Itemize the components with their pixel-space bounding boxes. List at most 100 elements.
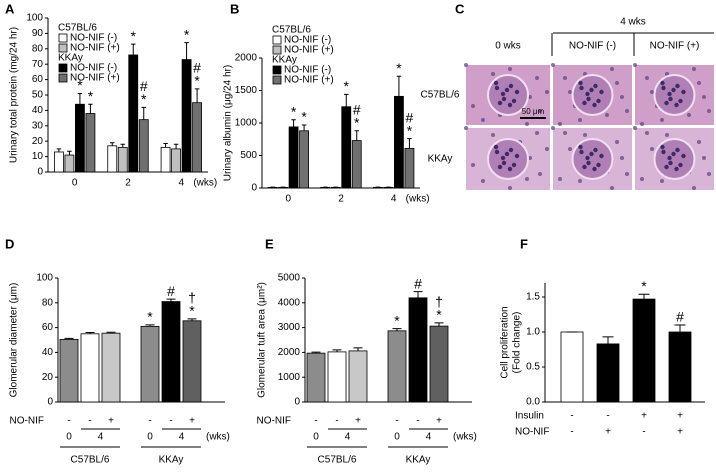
error-bar bbox=[187, 318, 197, 321]
nucleus bbox=[582, 100, 587, 106]
nucleus bbox=[707, 172, 711, 176]
bar bbox=[288, 126, 299, 189]
nucleus bbox=[579, 85, 584, 91]
treatment-label: + bbox=[108, 416, 114, 427]
nucleus bbox=[596, 98, 601, 104]
nucleus bbox=[675, 147, 680, 153]
significance-mark: * bbox=[184, 26, 190, 42]
nucleus bbox=[501, 160, 507, 166]
y-axis-label: Urinary albumin (μg/24 hr) bbox=[223, 65, 234, 181]
legend-swatch bbox=[58, 73, 68, 83]
nucleus bbox=[681, 89, 686, 95]
micrograph bbox=[551, 63, 632, 126]
significance-mark: * bbox=[301, 109, 307, 125]
error-bar bbox=[354, 130, 359, 141]
nucleus bbox=[508, 186, 512, 190]
nucleus bbox=[707, 109, 711, 113]
nucleus bbox=[551, 126, 555, 130]
nucleus bbox=[605, 113, 609, 117]
nucleus bbox=[592, 102, 597, 108]
nucleus bbox=[678, 98, 683, 104]
nucleus bbox=[493, 80, 499, 86]
significance-mark: * bbox=[354, 115, 360, 131]
nucleus bbox=[660, 179, 664, 183]
nucleus bbox=[578, 80, 583, 86]
treatment-label: + bbox=[605, 427, 611, 438]
nucleus bbox=[508, 67, 512, 71]
y-axis-label: (Fold change) bbox=[512, 312, 523, 374]
significance-mark: * bbox=[131, 28, 137, 44]
nucleus bbox=[661, 85, 666, 91]
error-bar bbox=[396, 75, 402, 97]
legend-swatch bbox=[272, 35, 282, 45]
treatment-label: + bbox=[677, 411, 683, 422]
y-tick-label: 0.5 bbox=[526, 362, 540, 373]
error-bar bbox=[64, 337, 74, 340]
nucleus bbox=[578, 179, 582, 183]
bar bbox=[299, 130, 309, 189]
nucleus bbox=[481, 118, 485, 122]
y-tick-label: 500 bbox=[240, 150, 257, 161]
nucleus bbox=[538, 109, 542, 113]
nucleus bbox=[491, 72, 495, 76]
treatment-label: + bbox=[189, 416, 195, 427]
significance-mark: * bbox=[189, 303, 195, 319]
row-label: Insulin bbox=[515, 411, 544, 422]
row-label: NO-NIF bbox=[515, 427, 549, 438]
bar bbox=[394, 95, 404, 189]
nucleus bbox=[545, 147, 549, 151]
nucleus bbox=[674, 102, 679, 108]
error-bar bbox=[291, 119, 296, 127]
y-tick-label: 5000 bbox=[278, 273, 301, 284]
legend-swatch bbox=[58, 63, 68, 73]
treatment-label: - bbox=[606, 411, 609, 422]
nucleus bbox=[514, 89, 520, 95]
significance-mark: * bbox=[194, 73, 200, 89]
micrograph bbox=[551, 126, 632, 190]
error-bar bbox=[120, 143, 125, 148]
row-label: KKAy bbox=[428, 154, 453, 165]
nucleus bbox=[535, 76, 539, 80]
nucleus bbox=[678, 162, 683, 168]
bar bbox=[107, 145, 118, 173]
x-tick-label: 4 bbox=[391, 194, 397, 205]
significance-mark: # bbox=[167, 283, 175, 299]
nucleus bbox=[471, 104, 475, 108]
bar bbox=[560, 331, 584, 403]
y-tick-label: 1.0 bbox=[526, 327, 540, 338]
nucleus bbox=[586, 160, 591, 166]
row-label: NO-NIF bbox=[10, 416, 44, 427]
y-tick-label: 0 bbox=[37, 167, 43, 178]
nucleus bbox=[585, 155, 590, 161]
nucleus bbox=[568, 147, 572, 151]
treatment-label: - bbox=[642, 427, 645, 438]
week-label: 4 bbox=[345, 432, 351, 443]
error-bar bbox=[88, 103, 93, 114]
nucleus bbox=[620, 156, 624, 160]
bar bbox=[117, 146, 128, 173]
nucleus bbox=[702, 95, 706, 99]
error-bar bbox=[311, 351, 321, 354]
y-tick-label: 1500 bbox=[235, 85, 258, 96]
nucleus bbox=[667, 91, 672, 97]
micrograph bbox=[633, 126, 714, 190]
nucleus bbox=[668, 160, 673, 166]
panel-label: F bbox=[520, 236, 528, 251]
nucleus bbox=[645, 131, 649, 135]
bar bbox=[632, 298, 656, 403]
nucleus bbox=[494, 149, 500, 155]
nucleus bbox=[660, 118, 664, 122]
error-bar bbox=[301, 124, 307, 131]
panel-label: A bbox=[5, 1, 15, 16]
treatment-label: + bbox=[641, 411, 647, 422]
legend-label: NO-NIF (+) bbox=[70, 73, 120, 84]
x-tick-label: 4 bbox=[179, 178, 185, 189]
bar bbox=[351, 140, 362, 189]
nucleus bbox=[497, 100, 503, 106]
treatment-label: + bbox=[436, 416, 442, 427]
micrograph bbox=[464, 63, 550, 126]
panel-label: E bbox=[265, 236, 274, 251]
significance-mark: * bbox=[147, 309, 153, 325]
legend-swatch bbox=[272, 45, 282, 55]
